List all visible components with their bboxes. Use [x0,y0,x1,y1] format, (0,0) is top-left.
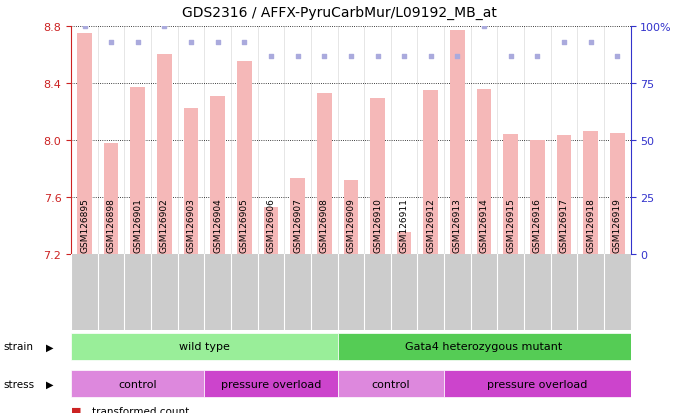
Bar [450,31,464,254]
Bar [338,333,631,360]
Text: wild type: wild type [179,342,230,351]
Point [186,39,197,46]
Point [372,53,383,59]
Bar [77,34,92,254]
Point [452,53,463,59]
Text: GDS2316 / AFFX-PyruCarbMur/L09192_MB_at: GDS2316 / AFFX-PyruCarbMur/L09192_MB_at [182,6,496,20]
Bar [317,94,332,254]
Point [319,53,330,59]
Bar [71,333,338,360]
Point [399,53,410,59]
Bar [503,135,518,254]
Point [559,39,570,46]
Bar [157,55,172,254]
Bar [477,89,492,254]
Bar [444,370,631,397]
Text: transformed count: transformed count [92,406,188,413]
Point [159,24,170,30]
Bar [237,62,252,254]
Text: ■: ■ [71,406,81,413]
Point [79,24,90,30]
Bar [397,233,412,254]
Bar [210,96,225,254]
Point [532,53,543,59]
Bar [530,140,544,254]
Text: control: control [119,379,157,389]
Text: control: control [372,379,410,389]
Bar [370,99,385,254]
Text: pressure overload: pressure overload [487,379,588,389]
Bar [583,132,598,254]
Bar [610,133,624,254]
Point [239,39,250,46]
Bar [344,180,358,254]
Point [106,39,117,46]
Point [425,53,436,59]
Bar [338,370,444,397]
Text: ▶: ▶ [46,379,54,389]
Bar [104,143,119,254]
Bar [264,207,278,254]
Point [266,53,277,59]
Text: stress: stress [3,379,35,389]
Bar [204,370,338,397]
Text: Gata4 heterozygous mutant: Gata4 heterozygous mutant [405,342,563,351]
Point [505,53,516,59]
Bar [130,88,145,254]
Point [292,53,303,59]
Text: ▶: ▶ [46,342,54,351]
Bar [557,136,572,254]
Point [212,39,223,46]
Point [479,24,490,30]
Bar [424,91,438,254]
Point [585,39,596,46]
Bar [184,109,199,254]
Text: strain: strain [3,342,33,351]
Point [132,39,143,46]
Bar [71,370,204,397]
Point [345,53,357,59]
Bar [290,179,305,254]
Point [612,53,622,59]
Text: pressure overload: pressure overload [221,379,321,389]
